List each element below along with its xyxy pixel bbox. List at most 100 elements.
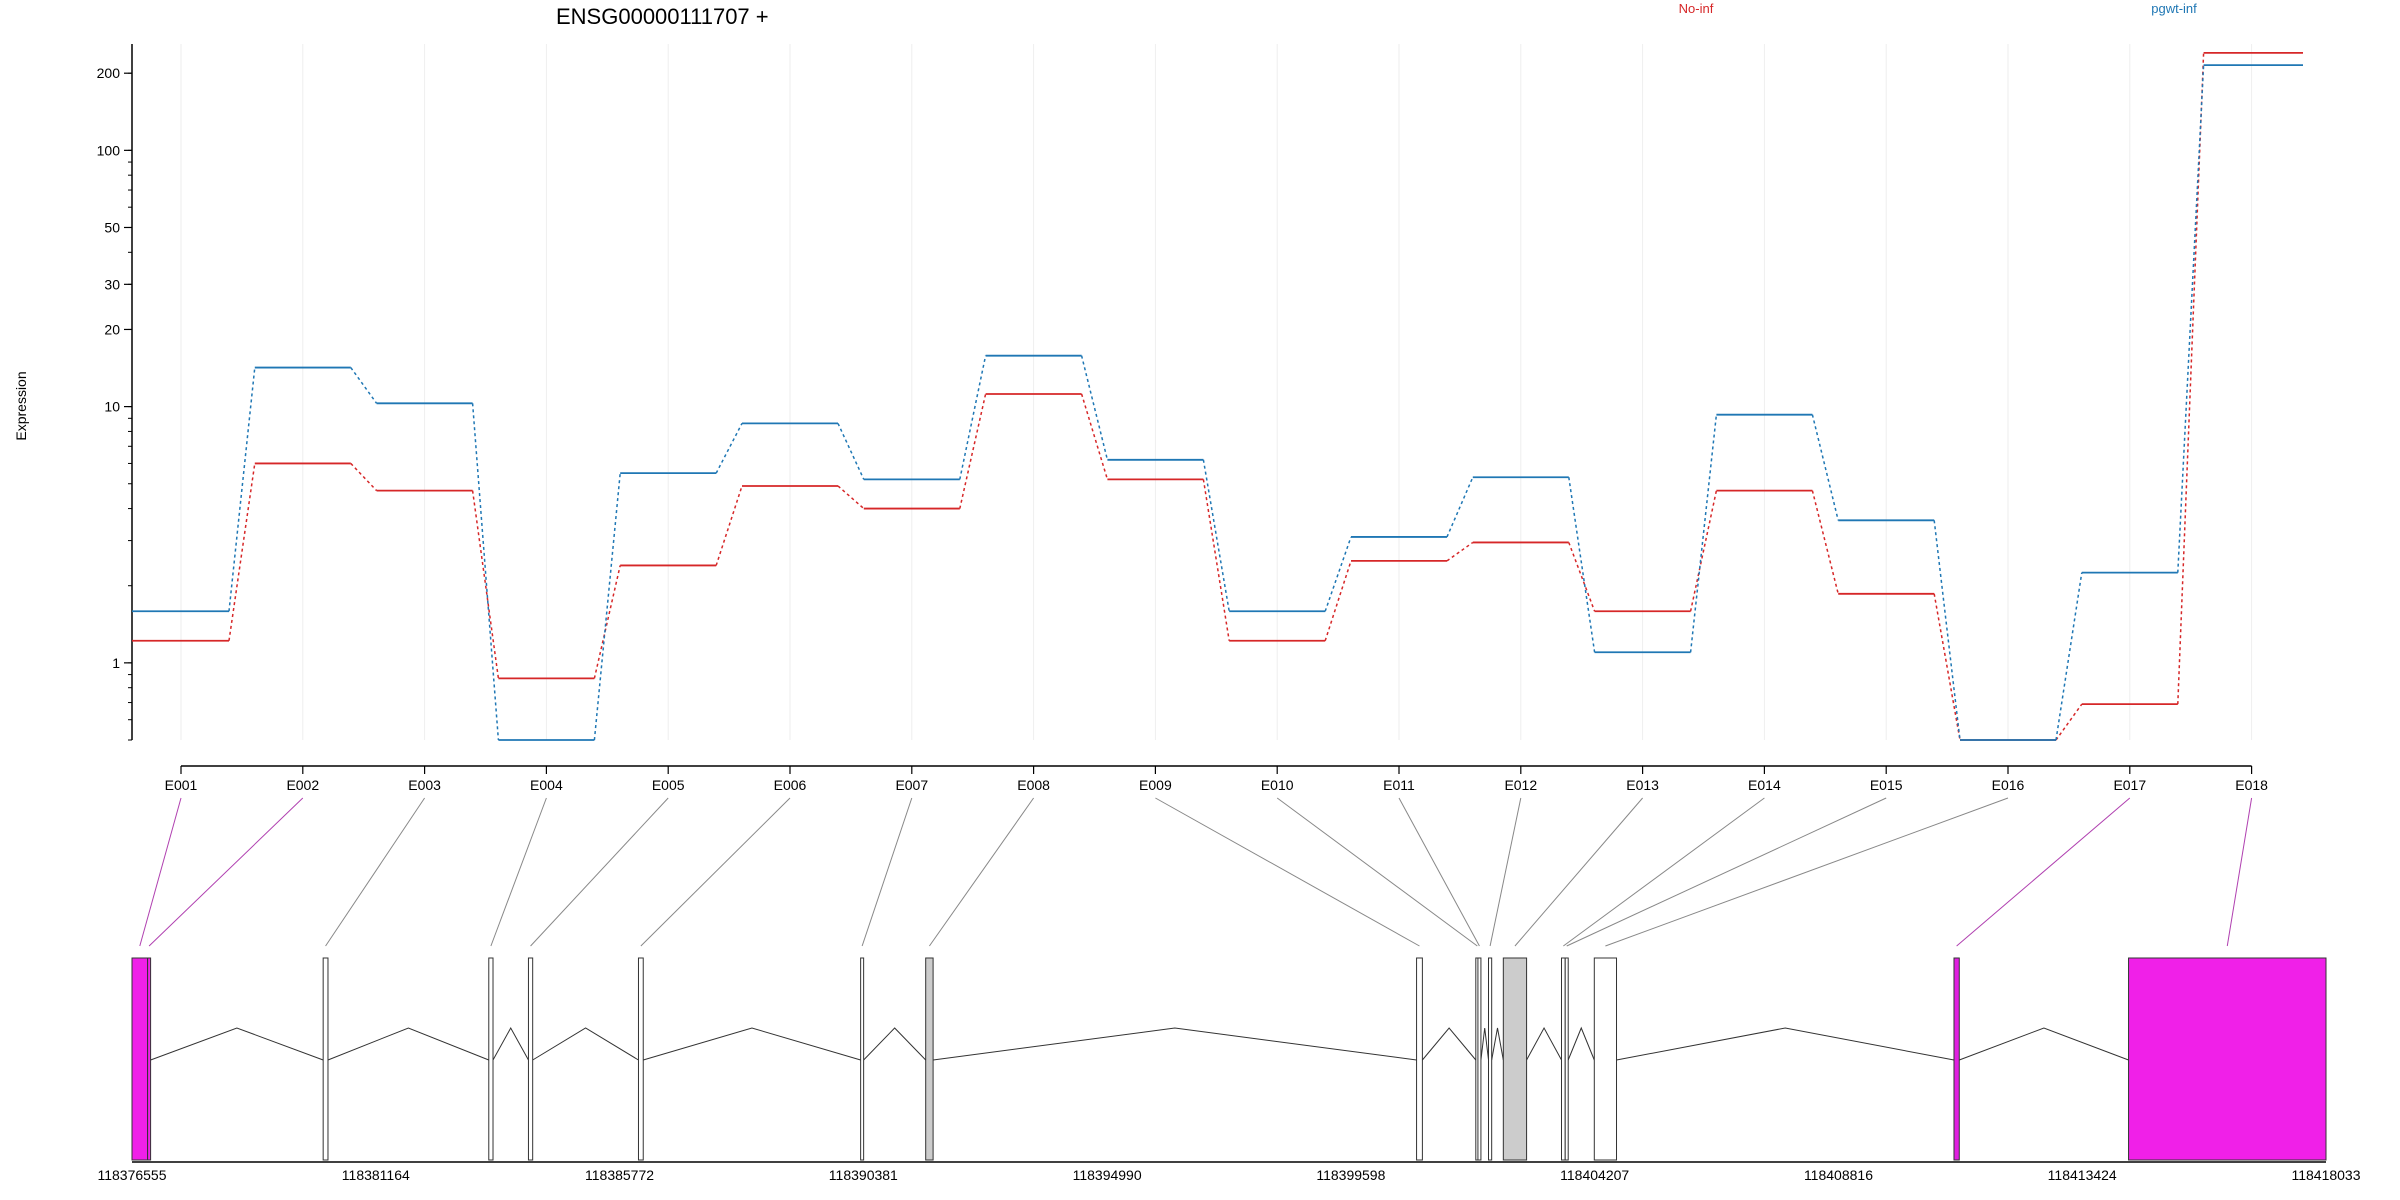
series-connector — [1689, 490, 1718, 612]
intron — [1480, 1027, 1490, 1061]
exon-E002 — [147, 957, 152, 1161]
exon-E008 — [925, 957, 934, 1161]
connector-E014 — [1563, 797, 1765, 947]
series-connector — [1933, 593, 1961, 741]
x-tick-label: E008 — [1017, 777, 1050, 793]
series-connector — [350, 367, 378, 404]
x-tick-label: E007 — [895, 777, 928, 793]
gene-model — [131, 957, 2327, 1161]
x-tick-label: E003 — [408, 777, 441, 793]
exon-E015 — [1564, 957, 1569, 1161]
gene-axis-label: 118413424 — [2048, 1167, 2117, 1183]
series-connector — [1324, 560, 1352, 641]
x-tick-label: E016 — [1992, 777, 2025, 793]
gene-axis-label: 118408816 — [1804, 1167, 1873, 1183]
series-connector — [1446, 476, 1474, 538]
y-axis: 1 10 20 30 50 100 200 — [97, 44, 133, 741]
x-tick-label: E013 — [1626, 777, 1659, 793]
connector-E018 — [2226, 797, 2253, 947]
intron — [643, 1027, 861, 1061]
x-axis: E001 E002 E003 E004 E005 E006 E007 E008 E009 E010… — [165, 765, 2268, 793]
exon-E013 — [1502, 957, 1528, 1161]
y-tick-label: 10 — [104, 399, 120, 415]
connector-E001 — [139, 797, 182, 947]
intron — [1526, 1026, 1562, 1061]
series-connector — [1324, 536, 1352, 612]
x-tick-label: E017 — [2113, 777, 2146, 793]
gene-axis: 118376555 118381164 118385772 118390381 1183… — [97, 1161, 2361, 1183]
series-connector — [2177, 52, 2205, 705]
gene-axis-label: 118404207 — [1560, 1167, 1629, 1183]
series-connector — [1689, 414, 1718, 653]
exon-E017 — [1953, 957, 1960, 1161]
connector-E017 — [1956, 797, 2131, 947]
series-connector — [1568, 477, 1596, 653]
gene-axis-label: 118399598 — [1316, 1167, 1385, 1183]
connector-E004 — [490, 797, 547, 947]
connector-E007 — [861, 797, 913, 947]
intron — [1567, 1026, 1595, 1061]
y-tick-label: 100 — [97, 142, 121, 158]
exon-E012 — [1488, 957, 1493, 1161]
x-tick-label: E006 — [774, 777, 807, 793]
series-connector — [959, 355, 987, 480]
series-connector — [1446, 541, 1474, 562]
connector-E003 — [325, 797, 426, 947]
y-tick-label: 20 — [104, 321, 120, 337]
series-connector — [471, 490, 500, 679]
intron — [863, 1027, 927, 1061]
exon-E001 — [131, 957, 149, 1161]
exon-E005 — [527, 957, 534, 1161]
series-connector — [2055, 572, 2083, 741]
connector-E013 — [1514, 797, 1643, 947]
series-connector — [2055, 703, 2083, 741]
exon-E016 — [1593, 957, 1618, 1161]
connector-E012 — [1489, 797, 1522, 947]
x-tick-label: E004 — [530, 777, 563, 793]
y-axis-label: Expression — [13, 371, 29, 440]
x-tick-label: E014 — [1748, 777, 1781, 793]
gene-axis-label: 118418033 — [2291, 1167, 2360, 1183]
series-connector — [1202, 459, 1230, 612]
x-tick-label: E015 — [1870, 777, 1903, 793]
gene-axis-label: 118394990 — [1073, 1167, 1142, 1183]
gene-axis-label: 118381164 — [342, 1167, 410, 1183]
connector-E006 — [640, 797, 791, 947]
exon-E014 — [1561, 957, 1566, 1161]
gene-axis-label: 118385772 — [585, 1167, 654, 1183]
x-tick-label: E011 — [1383, 777, 1415, 793]
exon-E004 — [488, 957, 494, 1161]
chart-title: ENSG00000111707 + — [556, 4, 769, 29]
exon-E018 — [2128, 957, 2327, 1161]
intron — [1959, 1027, 2129, 1061]
intron — [1616, 1027, 1955, 1061]
gene-axis-label: 118376555 — [97, 1167, 166, 1183]
y-tick-label: 50 — [104, 219, 120, 235]
gene-axis-label: 118390381 — [829, 1167, 898, 1183]
series-connector — [715, 485, 743, 566]
series-connector — [2177, 65, 2205, 573]
intron — [933, 1027, 1417, 1061]
exon-E007 — [860, 957, 865, 1161]
series-connector — [1202, 479, 1230, 641]
series-connector — [228, 367, 256, 612]
intron — [327, 1027, 489, 1061]
series-connector — [959, 393, 987, 509]
x-tick-label: E018 — [2235, 777, 2268, 793]
exon-E009 — [1416, 957, 1423, 1161]
connector-E010 — [1276, 797, 1478, 947]
series-lines — [132, 52, 2303, 741]
connector-E015 — [1566, 797, 1887, 947]
y-tick-label: 200 — [97, 65, 121, 81]
x-tick-label: E002 — [286, 777, 319, 793]
series-connector — [1811, 414, 1839, 521]
exon-connectors — [139, 797, 2253, 947]
intron — [532, 1027, 639, 1061]
series-connector — [1811, 490, 1839, 594]
connector-E016 — [1605, 797, 2009, 947]
x-tick-label: E010 — [1261, 777, 1294, 793]
connector-E011 — [1398, 797, 1480, 947]
series-connector — [837, 423, 865, 480]
grid-lines — [180, 44, 2253, 740]
